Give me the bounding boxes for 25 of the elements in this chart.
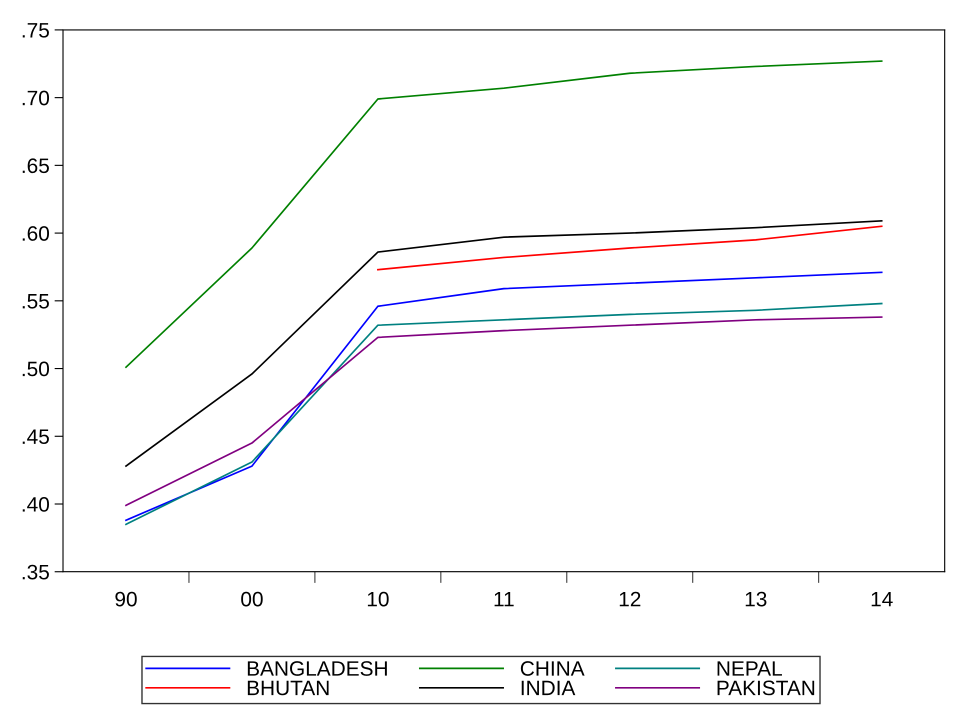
y-tick-label: .65 <box>22 158 49 174</box>
y-tick-label: .50 <box>22 362 50 376</box>
y-tick-label: .40 <box>22 497 50 512</box>
y-tick-label: .75 <box>22 23 49 38</box>
legend-label: CHINA <box>520 661 585 676</box>
x-tick-label: 14 <box>872 592 893 606</box>
x-tick-label: 11 <box>494 592 514 606</box>
x-tick-label: 10 <box>368 592 389 606</box>
x-tick-label: 13 <box>746 592 766 606</box>
legend-label: PAKISTAN <box>718 680 814 696</box>
line-series <box>377 225 883 270</box>
legend-label: BANGLADESH <box>248 661 387 676</box>
x-tick-label: 12 <box>620 592 640 606</box>
legend-label: INDIA <box>522 680 576 696</box>
y-tick-label: .35 <box>22 564 49 580</box>
y-tick-label: .70 <box>22 90 50 106</box>
x-tick-label: 00 <box>241 592 263 606</box>
legend-label: NEPAL <box>718 661 782 676</box>
y-tick-label: .45 <box>22 429 49 444</box>
legend-label: BHUTAN <box>248 680 329 696</box>
x-tick-label: 90 <box>115 592 137 606</box>
line-series <box>125 220 883 467</box>
y-tick-label: .60 <box>22 226 50 241</box>
line-series <box>125 60 883 368</box>
y-tick-label: .55 <box>22 294 49 309</box>
